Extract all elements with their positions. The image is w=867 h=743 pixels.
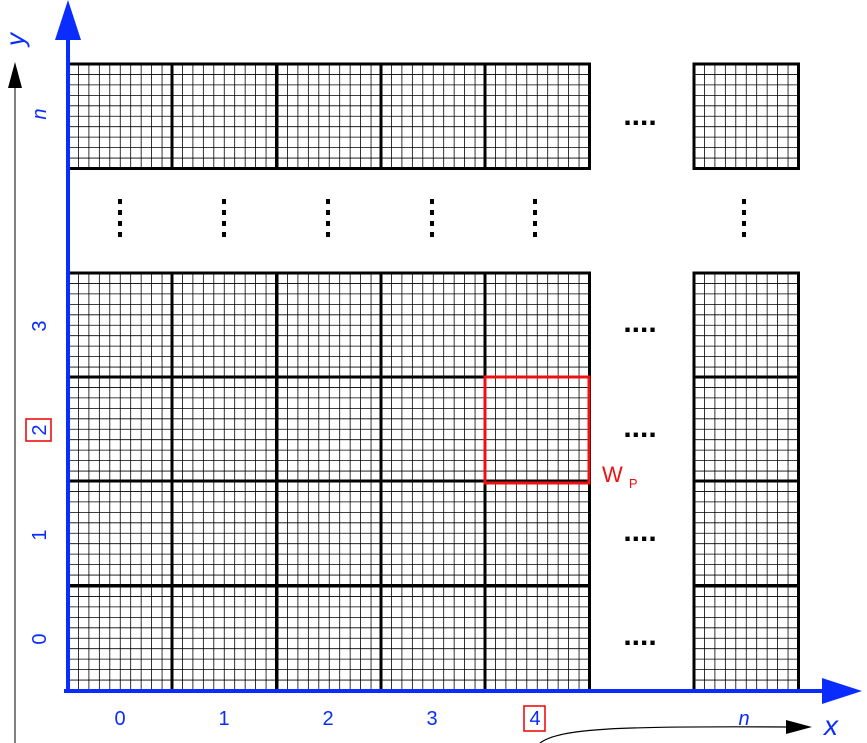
y-tick-n: n (29, 108, 51, 119)
vertical-dot-4-3 (533, 232, 537, 237)
y-tick-3: 3 (29, 320, 51, 331)
tile-1-1 (170, 479, 278, 587)
x-tick-1: 1 (218, 708, 229, 730)
vertical-dot-0-1 (118, 210, 122, 215)
vertical-dot-5-1 (742, 210, 746, 215)
y-tick-0: 0 (29, 633, 51, 644)
vertical-dot-1-3 (222, 232, 226, 237)
ellipsis-row-2: .... (623, 411, 656, 444)
vertical-dot-2-2 (326, 221, 330, 226)
vertical-dot-0-0 (118, 199, 122, 204)
tile-n-2 (692, 375, 800, 483)
tile-3-0 (379, 584, 487, 692)
vertical-dot-3-0 (430, 199, 434, 204)
vertical-dot-3-1 (430, 210, 434, 215)
x-tick-n: n (738, 708, 749, 730)
y-tick-labels: 0 1 2 3 n (25, 108, 52, 645)
y-tick-2-highlight (25, 418, 52, 442)
tile-0-3 (66, 271, 174, 379)
ellipsis-row-1: .... (623, 515, 656, 548)
tile-0-1 (66, 479, 174, 587)
horizontal-ellipses: .... .... .... .... .... (623, 99, 656, 652)
outer-x-arrow (539, 720, 812, 743)
x-tick-3: 3 (426, 708, 437, 730)
y-tick-2: 2 (29, 424, 51, 435)
tile-0-2 (66, 375, 174, 483)
vertical-dot-1-1 (222, 210, 226, 215)
vertical-dot-2-0 (326, 199, 330, 204)
tile-3-2 (379, 375, 487, 483)
grid-tiles (66, 62, 800, 692)
window-label-main: W (602, 462, 623, 487)
vertical-dot-3-2 (430, 221, 434, 226)
window-label: W P (602, 462, 638, 491)
vertical-dot-1-0 (222, 199, 226, 204)
tile-2-n (275, 62, 383, 170)
vertical-dot-5-3 (742, 232, 746, 237)
tile-2-2 (275, 375, 383, 483)
x-tick-0: 0 (114, 708, 125, 730)
x-axis-label: x (822, 710, 839, 741)
vertical-ellipses (118, 199, 746, 237)
x-tick-4: 4 (529, 708, 540, 730)
vertical-dot-2-1 (326, 210, 330, 215)
tile-4-3 (483, 271, 591, 379)
tile-0-n (66, 62, 174, 170)
vertical-dot-0-3 (118, 232, 122, 237)
vertical-dot-3-3 (430, 232, 434, 237)
window-label-sub: P (629, 476, 638, 491)
tile-n-n (692, 62, 800, 170)
vertical-dot-1-2 (222, 221, 226, 226)
tile-1-n (170, 62, 278, 170)
tile-4-2 (483, 375, 591, 483)
tile-n-0 (692, 584, 800, 692)
tile-4-1 (483, 479, 591, 587)
vertical-dot-5-2 (742, 221, 746, 226)
tile-0-0 (66, 584, 174, 692)
ellipsis-row-0: .... (623, 619, 656, 652)
ellipsis-row-n: .... (623, 99, 656, 132)
vertical-dot-4-0 (533, 199, 537, 204)
window-wp: W P (483, 375, 638, 491)
tile-2-3 (275, 271, 383, 379)
x-tick-4-highlight (523, 705, 546, 732)
ellipsis-row-3: .... (623, 306, 656, 339)
tile-3-1 (379, 479, 487, 587)
vertical-dot-4-1 (533, 210, 537, 215)
tile-3-3 (379, 271, 487, 379)
tile-n-3 (692, 271, 800, 379)
vertical-dot-0-2 (118, 221, 122, 226)
outer-y-arrow (8, 62, 22, 743)
tile-2-0 (275, 584, 383, 692)
tile-1-0 (170, 584, 278, 692)
y-axis-label: y (0, 31, 30, 48)
tile-n-1 (692, 479, 800, 587)
tile-4-n (483, 62, 591, 170)
vertical-dot-2-3 (326, 232, 330, 237)
x-tick-labels: 0 1 2 3 4 n (114, 705, 750, 732)
x-tick-2: 2 (322, 708, 333, 730)
vertical-dot-4-2 (533, 221, 537, 226)
tile-3-n (379, 62, 487, 170)
tile-4-0 (483, 584, 591, 692)
vertical-dot-5-0 (742, 199, 746, 204)
y-tick-1: 1 (29, 529, 51, 540)
tile-2-1 (275, 479, 383, 587)
tile-1-2 (170, 375, 278, 483)
tile-1-3 (170, 271, 278, 379)
